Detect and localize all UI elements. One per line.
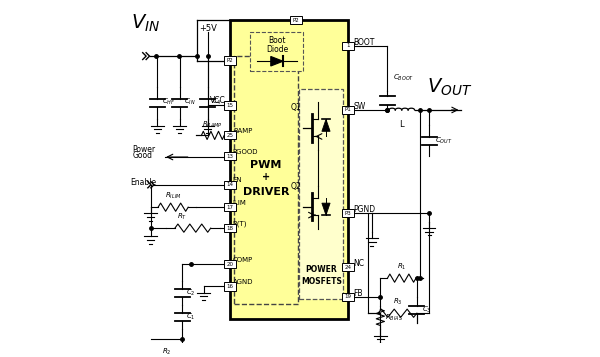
FancyBboxPatch shape — [342, 41, 353, 50]
Text: $C_2$: $C_2$ — [187, 288, 196, 298]
Text: COMP: COMP — [233, 257, 253, 263]
Text: EN: EN — [233, 177, 242, 183]
Text: 1: 1 — [346, 43, 350, 48]
FancyBboxPatch shape — [342, 106, 353, 114]
FancyBboxPatch shape — [224, 101, 236, 110]
FancyBboxPatch shape — [290, 16, 302, 24]
Text: SW: SW — [353, 102, 365, 111]
FancyBboxPatch shape — [224, 282, 236, 291]
Polygon shape — [271, 56, 283, 66]
Text: PGOOD: PGOOD — [233, 149, 258, 155]
Text: 19: 19 — [344, 295, 352, 300]
Text: BOOT: BOOT — [353, 38, 374, 47]
Text: 25: 25 — [226, 133, 233, 138]
FancyBboxPatch shape — [224, 224, 236, 232]
Text: $R_2$: $R_2$ — [162, 347, 172, 357]
Text: 14: 14 — [226, 182, 233, 187]
FancyBboxPatch shape — [342, 209, 353, 217]
Text: L: L — [400, 120, 404, 129]
Text: $R_1$: $R_1$ — [397, 262, 406, 272]
Text: POWER: POWER — [305, 265, 337, 274]
Text: 16: 16 — [226, 284, 233, 289]
Text: RAMP: RAMP — [233, 128, 253, 134]
Text: P2: P2 — [227, 58, 233, 63]
Text: $C_4$: $C_4$ — [212, 97, 222, 107]
Text: MOSFETS: MOSFETS — [301, 277, 341, 286]
Text: $C_{BOOT}$: $C_{BOOT}$ — [392, 73, 414, 83]
Text: VCC: VCC — [211, 96, 226, 105]
Polygon shape — [322, 203, 330, 215]
Text: $R_{BIAS}$: $R_{BIAS}$ — [385, 312, 403, 323]
Text: P2: P2 — [293, 18, 299, 23]
FancyBboxPatch shape — [224, 181, 236, 189]
Text: NC: NC — [353, 259, 364, 268]
Text: 24: 24 — [344, 265, 352, 270]
Polygon shape — [322, 119, 330, 131]
Text: R(T): R(T) — [233, 220, 247, 227]
Text: $C_1$: $C_1$ — [187, 312, 196, 322]
Text: +: + — [262, 172, 270, 182]
Text: 13: 13 — [226, 154, 233, 159]
Text: Power: Power — [133, 145, 155, 154]
Text: Q2: Q2 — [290, 182, 301, 191]
Text: $R_{RAMP}$: $R_{RAMP}$ — [202, 119, 223, 130]
Text: FB: FB — [353, 289, 362, 298]
FancyBboxPatch shape — [224, 260, 236, 268]
Text: 17: 17 — [226, 205, 233, 210]
FancyBboxPatch shape — [224, 56, 236, 65]
FancyBboxPatch shape — [235, 56, 298, 304]
Text: $V_{OUT}$: $V_{OUT}$ — [427, 77, 472, 99]
FancyBboxPatch shape — [342, 293, 353, 301]
FancyBboxPatch shape — [224, 203, 236, 211]
Text: P3: P3 — [344, 211, 351, 216]
Text: ILIM: ILIM — [233, 200, 247, 206]
Text: P1: P1 — [344, 107, 351, 112]
Text: PGND: PGND — [353, 205, 375, 214]
Text: $C_{IN}$: $C_{IN}$ — [184, 97, 196, 107]
Text: $C_{HF}$: $C_{HF}$ — [162, 97, 176, 107]
Text: Q1: Q1 — [290, 103, 301, 112]
Text: Good: Good — [133, 151, 152, 160]
FancyBboxPatch shape — [250, 32, 304, 71]
Text: PWM: PWM — [250, 160, 281, 170]
Text: +5V: +5V — [199, 24, 217, 33]
Text: DRIVER: DRIVER — [243, 187, 289, 197]
FancyBboxPatch shape — [224, 131, 236, 140]
Text: AGND: AGND — [233, 279, 253, 285]
FancyBboxPatch shape — [342, 263, 353, 271]
Text: $R_T$: $R_T$ — [177, 212, 187, 222]
Text: Boot: Boot — [268, 36, 286, 45]
Text: $R_{ILIM}$: $R_{ILIM}$ — [165, 191, 182, 201]
FancyBboxPatch shape — [224, 152, 236, 160]
Text: $R_3$: $R_3$ — [392, 297, 402, 307]
FancyBboxPatch shape — [230, 20, 348, 320]
Text: $C_{OUT}$: $C_{OUT}$ — [435, 136, 452, 146]
Text: 15: 15 — [226, 103, 233, 108]
Text: $C_3$: $C_3$ — [422, 305, 432, 315]
Text: 18: 18 — [226, 226, 233, 231]
Text: $V_{IN}$: $V_{IN}$ — [131, 13, 160, 34]
FancyBboxPatch shape — [299, 89, 343, 299]
Text: Enable: Enable — [131, 177, 157, 186]
Text: 20: 20 — [226, 262, 233, 267]
Text: Diode: Diode — [266, 45, 288, 54]
